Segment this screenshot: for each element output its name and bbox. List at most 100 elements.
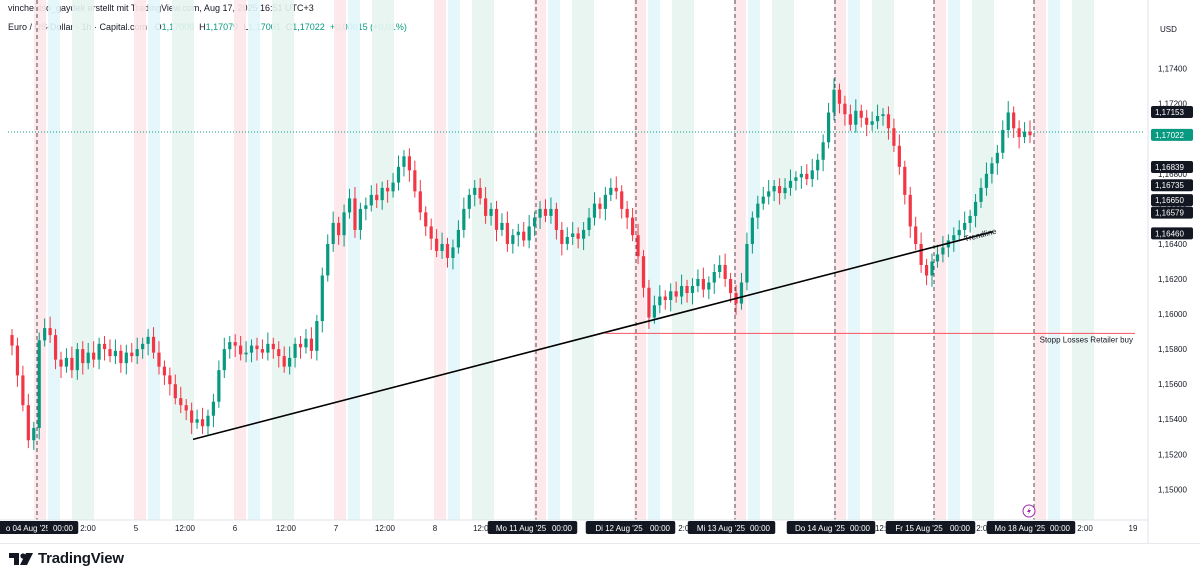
y-tick-label: 1,15000 bbox=[1158, 485, 1187, 494]
candle-body bbox=[603, 194, 607, 209]
candle bbox=[211, 393, 216, 428]
candle-body bbox=[816, 159, 820, 171]
candle-body bbox=[331, 222, 335, 244]
candle-body bbox=[413, 170, 417, 192]
candle-body bbox=[886, 114, 891, 129]
x-tick: Do 14 Aug '25 bbox=[786, 521, 854, 534]
candle bbox=[865, 109, 869, 137]
candle-body bbox=[424, 212, 428, 227]
candle-body bbox=[315, 321, 319, 351]
candle bbox=[799, 165, 803, 189]
candle bbox=[266, 332, 270, 361]
candle-body bbox=[271, 343, 275, 350]
candle-body bbox=[1001, 130, 1005, 153]
x-tick-label: 00:00 bbox=[950, 524, 971, 533]
candle-body bbox=[179, 398, 183, 406]
candle-body bbox=[571, 233, 575, 237]
tradingview-logo[interactable]: TradingView bbox=[8, 550, 124, 567]
candle-body bbox=[342, 212, 346, 236]
candle-body bbox=[821, 142, 825, 160]
candle-body bbox=[511, 235, 515, 244]
candle-body bbox=[277, 349, 281, 357]
candle-body bbox=[848, 114, 852, 125]
candle-body bbox=[130, 352, 134, 357]
candle-body bbox=[745, 243, 749, 283]
candle-body bbox=[952, 235, 956, 241]
candle-body bbox=[609, 187, 613, 195]
candle bbox=[315, 314, 319, 361]
candle bbox=[707, 276, 711, 300]
candle-body bbox=[484, 198, 488, 216]
candle-body bbox=[119, 350, 123, 364]
candle-body bbox=[723, 264, 727, 279]
x-tick: 12:00 bbox=[375, 524, 396, 533]
candle bbox=[1017, 120, 1021, 149]
candle-body bbox=[320, 275, 324, 322]
candle-body bbox=[576, 233, 580, 239]
session-band bbox=[448, 0, 460, 520]
candle bbox=[396, 155, 401, 191]
candle bbox=[364, 197, 368, 221]
candle bbox=[70, 346, 74, 379]
candle bbox=[783, 178, 787, 200]
candle-body bbox=[897, 145, 901, 167]
session-band bbox=[172, 0, 194, 520]
price-label-text: 1,16839 bbox=[1155, 163, 1184, 172]
candle bbox=[402, 150, 406, 177]
candle-body bbox=[64, 357, 69, 367]
candle bbox=[750, 211, 754, 254]
candle-body bbox=[1022, 131, 1027, 138]
candle-body bbox=[288, 357, 292, 367]
candle-body bbox=[685, 286, 689, 294]
lightning-icon[interactable] bbox=[1022, 504, 1036, 518]
y-tick-label: 1,16400 bbox=[1158, 240, 1187, 249]
candle bbox=[43, 318, 47, 347]
x-tick-bg bbox=[885, 521, 953, 534]
candle-body bbox=[777, 186, 782, 194]
session-band bbox=[48, 0, 60, 520]
candle bbox=[353, 186, 357, 238]
candle-body bbox=[15, 345, 20, 376]
candle bbox=[745, 232, 749, 291]
candle bbox=[445, 237, 450, 268]
session-band bbox=[248, 0, 260, 520]
candle bbox=[788, 169, 793, 196]
x-tick-bg bbox=[944, 521, 976, 534]
candle-body bbox=[587, 217, 591, 230]
candle bbox=[995, 144, 999, 175]
price-label: 1,17022 bbox=[1151, 128, 1193, 141]
x-tick-label: 00:00 bbox=[850, 524, 871, 533]
candle-body bbox=[636, 235, 640, 257]
price-label: 1,17153 bbox=[1151, 105, 1193, 118]
candle bbox=[941, 236, 945, 263]
candle bbox=[10, 328, 14, 356]
price-label-bg bbox=[1151, 194, 1193, 207]
y-tick-label: 1,15200 bbox=[1158, 450, 1187, 459]
candle bbox=[598, 197, 602, 219]
candle bbox=[560, 222, 564, 256]
trendline[interactable] bbox=[192, 230, 994, 441]
candle-body bbox=[810, 170, 814, 180]
candle-body bbox=[543, 208, 548, 216]
price-label-bg bbox=[1151, 227, 1193, 240]
candle bbox=[718, 255, 722, 279]
candle bbox=[663, 290, 667, 310]
x-tick: 12:00 bbox=[473, 524, 494, 533]
session-band bbox=[634, 0, 646, 520]
candle bbox=[168, 367, 172, 396]
x-tick: 00:00 bbox=[1044, 521, 1076, 534]
x-tick-bg bbox=[47, 521, 79, 534]
candle-body bbox=[859, 110, 863, 118]
candle bbox=[854, 99, 858, 133]
candle-body bbox=[10, 335, 14, 346]
session-band bbox=[272, 0, 294, 520]
candle bbox=[173, 374, 177, 405]
candle bbox=[337, 216, 341, 245]
candle-body bbox=[690, 286, 695, 294]
candle-body bbox=[369, 194, 373, 206]
price-label-bg bbox=[1151, 161, 1193, 174]
candle-body bbox=[244, 352, 248, 355]
day-separators bbox=[36, 0, 1035, 520]
candle bbox=[973, 193, 978, 228]
